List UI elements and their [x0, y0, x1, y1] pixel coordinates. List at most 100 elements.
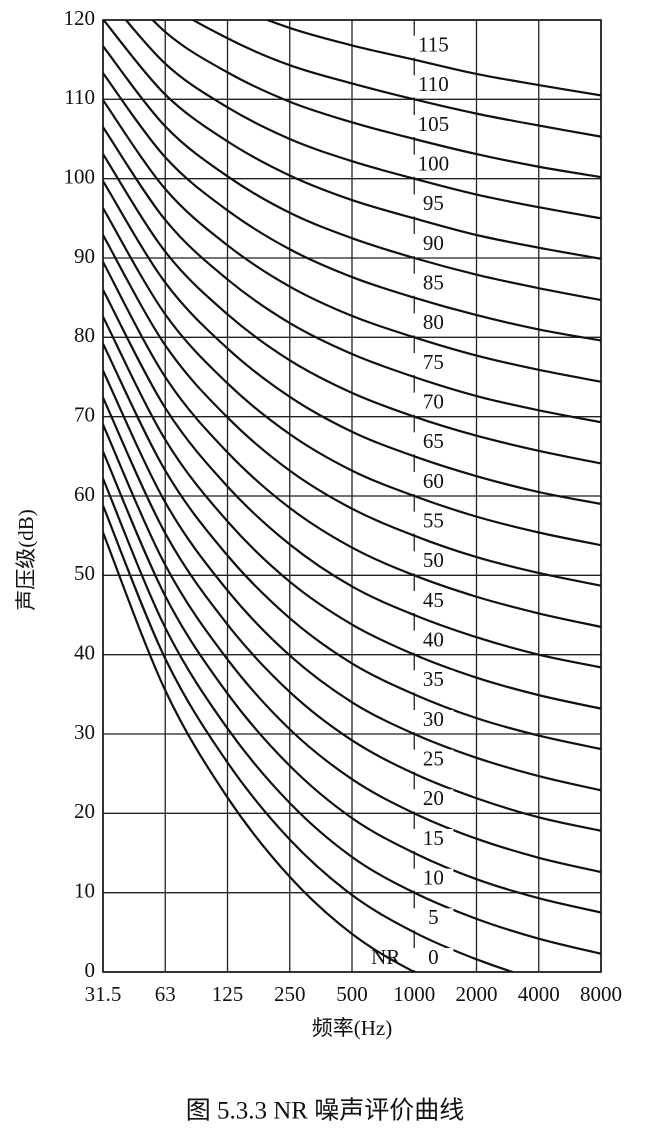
- nr-curve: [103, 99, 601, 383]
- y-tick-label: 100: [64, 164, 96, 188]
- label-bg: [413, 868, 454, 891]
- nr-curve: [103, 289, 601, 669]
- curve-label: 30: [423, 707, 444, 731]
- curve-label: 60: [423, 469, 444, 493]
- annotation: NR: [371, 945, 400, 969]
- curve-label: 0: [428, 945, 439, 969]
- y-tick-label: 60: [74, 482, 95, 506]
- curve-label: 10: [423, 865, 444, 889]
- nr-curve: [103, 207, 601, 547]
- curve-label: 45: [423, 588, 444, 612]
- curve-label: 95: [423, 191, 444, 215]
- curve-label: 40: [423, 627, 444, 651]
- curve-label: 90: [423, 231, 444, 255]
- x-tick-label: 63: [155, 982, 176, 1006]
- nr-curve: [103, 532, 417, 972]
- nr-curve: [103, 505, 517, 972]
- curve-label: 50: [423, 548, 444, 572]
- nr-curve: [191, 20, 601, 138]
- nr-curve: [103, 126, 601, 424]
- plot-frame: [102, 19, 602, 973]
- curve-label: 105: [418, 112, 450, 136]
- x-tick-label: 8000: [580, 982, 622, 1006]
- curve-label: 65: [423, 429, 444, 453]
- curve-label: 25: [423, 746, 444, 770]
- y-tick-label: 40: [74, 640, 95, 664]
- label-bg: [413, 829, 454, 851]
- label-bg: [413, 591, 454, 613]
- curve-label: 20: [423, 786, 444, 810]
- nr-curve: [151, 20, 601, 179]
- x-axis-label: 频率(Hz): [312, 1016, 392, 1040]
- curves: [103, 20, 601, 972]
- label-bg: [413, 273, 454, 296]
- caption: 图 5.3.3 NR 噪声评价曲线: [186, 1097, 464, 1125]
- label-bg: [413, 35, 454, 58]
- label-bg: [413, 353, 454, 375]
- label-bg: [413, 392, 454, 415]
- label-bg: [413, 432, 454, 455]
- label-bg: [413, 789, 454, 812]
- y-tick-label: 80: [74, 323, 95, 347]
- nr-curve: [124, 20, 601, 220]
- curve-label: 80: [423, 310, 444, 334]
- nr-curve: [103, 45, 601, 302]
- x-tick-label: 125: [212, 982, 244, 1006]
- label-bg: [413, 551, 454, 574]
- label-bg: [413, 234, 454, 256]
- label-bg: [413, 194, 454, 217]
- curve-label: 110: [418, 72, 449, 96]
- y-tick-label: 0: [85, 958, 96, 982]
- curve-label: 35: [423, 667, 444, 691]
- nr-curve: [103, 478, 601, 955]
- nr-curve: [103, 451, 601, 914]
- y-tick-label: 110: [64, 85, 95, 109]
- y-tick-label: 50: [74, 561, 95, 585]
- nr-curve: [103, 261, 601, 628]
- y-tick-label: 70: [74, 402, 95, 426]
- nr-curve: [103, 72, 601, 342]
- y-axis-label: 声压级(dB): [14, 509, 38, 611]
- curve-label: 70: [423, 389, 444, 413]
- y-tick-label: 10: [74, 878, 95, 902]
- nr-curve: [103, 234, 601, 587]
- curve-label: 75: [423, 350, 444, 374]
- y-tick-label: 120: [64, 6, 96, 30]
- label-bg: [413, 908, 454, 931]
- x-tick-label: 500: [336, 982, 368, 1006]
- x-tick-label: 1000: [393, 982, 435, 1006]
- label-bg: [413, 511, 454, 534]
- curve-label: 55: [423, 508, 444, 532]
- nr-curve: [103, 370, 601, 792]
- nr-curve: [264, 20, 601, 97]
- label-bg: [413, 115, 454, 137]
- curve-label: 15: [423, 826, 444, 850]
- label-bg: [413, 710, 454, 732]
- nr-curve: [103, 180, 601, 506]
- nr-curve: [103, 316, 601, 710]
- curve-label: 115: [418, 32, 449, 56]
- label-bg: [413, 154, 454, 177]
- y-tick-label: 30: [74, 720, 95, 744]
- y-tick-label: 20: [74, 799, 95, 823]
- label-bg: [413, 313, 454, 336]
- nr-curve: [103, 20, 601, 260]
- nr-curve: [103, 397, 601, 832]
- curve-label: 100: [418, 151, 450, 175]
- label-bg: [413, 630, 454, 653]
- x-tick-label: 2000: [456, 982, 498, 1006]
- x-tick-label: 4000: [518, 982, 560, 1006]
- curve-label: 85: [423, 270, 444, 294]
- x-tick-label: 250: [274, 982, 306, 1006]
- nr-curve: [103, 153, 601, 465]
- curve-label: 5: [428, 905, 439, 929]
- nr-curve: [103, 424, 601, 874]
- label-bg: [413, 948, 454, 970]
- x-tick-label: 31.5: [85, 982, 122, 1006]
- label-bg: [413, 75, 454, 98]
- nr-curve: [103, 343, 601, 751]
- y-tick-label: 90: [74, 244, 95, 268]
- label-bg: [413, 472, 454, 494]
- label-bg: [413, 749, 454, 772]
